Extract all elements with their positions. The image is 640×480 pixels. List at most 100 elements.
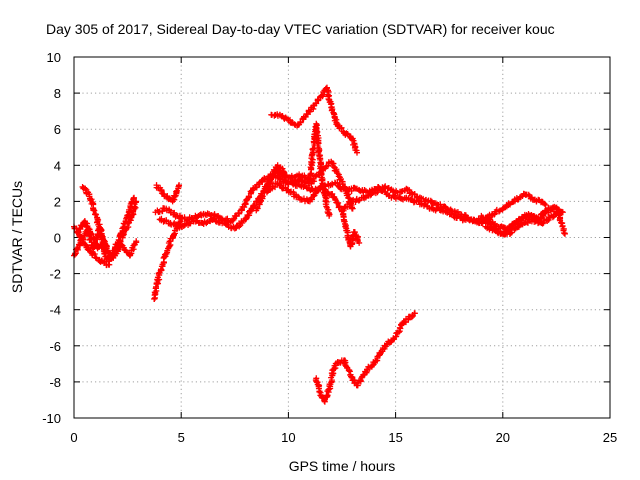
data-point [539,220,546,227]
data-point [313,378,320,385]
data-point [507,230,514,237]
data-point [131,194,138,201]
data-point [297,119,304,126]
x-tick-label: 5 [178,430,185,445]
data-point [351,229,358,236]
data-point [254,205,261,212]
x-tick-label: 10 [281,430,295,445]
y-tick-label: -2 [49,267,61,282]
data-point [346,367,353,374]
grid-lines [74,57,610,418]
data-point [253,204,260,211]
data-point [408,196,415,203]
data-point [411,310,418,317]
data-point [124,212,131,219]
data-point [354,149,361,156]
data-point [282,114,289,121]
data-point [561,230,568,237]
data-point [356,239,363,246]
data-point [97,228,104,235]
series-track-m [268,84,361,156]
data-point [326,212,333,219]
y-tick-label: 2 [54,194,61,209]
data-point [334,170,341,177]
data-point [90,206,97,213]
data-point [541,200,548,207]
data-point [85,225,92,232]
data-point [94,218,101,225]
y-tick-label: -4 [49,303,61,318]
x-tick-label: 0 [70,430,77,445]
data-point [91,207,98,214]
y-tick-label: -6 [49,339,61,354]
y-tick-label: 8 [54,86,61,101]
data-point [348,188,355,195]
data-point [329,190,336,197]
data-point [247,208,254,215]
data-point [133,238,140,245]
data-point [176,182,183,189]
y-tick-label: -8 [49,375,61,390]
data-point [349,205,356,212]
data-point [243,215,250,222]
data-point [236,210,243,217]
series-track-d [75,218,140,261]
data-point [173,188,180,195]
plot-frame [73,56,611,419]
x-tick-label: 20 [496,430,510,445]
x-tick-label: 25 [603,430,617,445]
series-track-n [312,310,418,405]
data-point [211,215,218,222]
data-point [91,250,98,257]
data-point [559,222,566,229]
data-point [73,246,80,253]
data-point [92,254,99,261]
data-point [82,241,89,248]
data-point [114,247,121,254]
data-point [170,231,177,238]
data-point [517,216,524,223]
series-track-k [306,120,333,219]
data-point [118,241,125,248]
data-point [157,266,164,273]
series-track-l [338,207,363,250]
x-axis-label: GPS time / hours [289,458,396,474]
data-point [505,200,512,207]
y-tick-label: 0 [54,231,61,246]
data-point [542,202,549,209]
data-point [310,145,317,152]
data-point [319,185,326,192]
data-point [540,219,547,226]
y-tick-label: 10 [47,50,61,65]
y-tick-label: 6 [54,122,61,137]
y-axis-label: SDTVAR / TECUs [9,181,25,293]
data-point [525,191,532,198]
data-point [561,230,568,237]
data-point [259,193,266,200]
data-point [224,215,231,222]
series-track-f [153,182,183,205]
data-point [76,233,83,240]
x-tick-label: 15 [388,430,402,445]
data-point [171,193,178,200]
y-tick-label: 4 [54,158,61,173]
series-track-e [151,214,185,302]
data-point [559,209,566,216]
y-tick-label: -10 [42,411,61,426]
chart-title: Day 305 of 2017, Sidereal Day-to-day VTE… [46,21,555,37]
data-point [72,250,79,257]
data-point [395,329,402,336]
data-point [296,176,303,183]
data-point [495,208,502,215]
data-point [308,196,315,203]
data-point [281,174,288,181]
series-track-j [263,180,549,227]
data-point [520,215,527,222]
data-point [102,242,109,249]
series-track-p [482,203,566,237]
data-point [242,201,249,208]
data-point [230,216,237,223]
data-point [317,165,324,172]
data-point [127,251,134,258]
